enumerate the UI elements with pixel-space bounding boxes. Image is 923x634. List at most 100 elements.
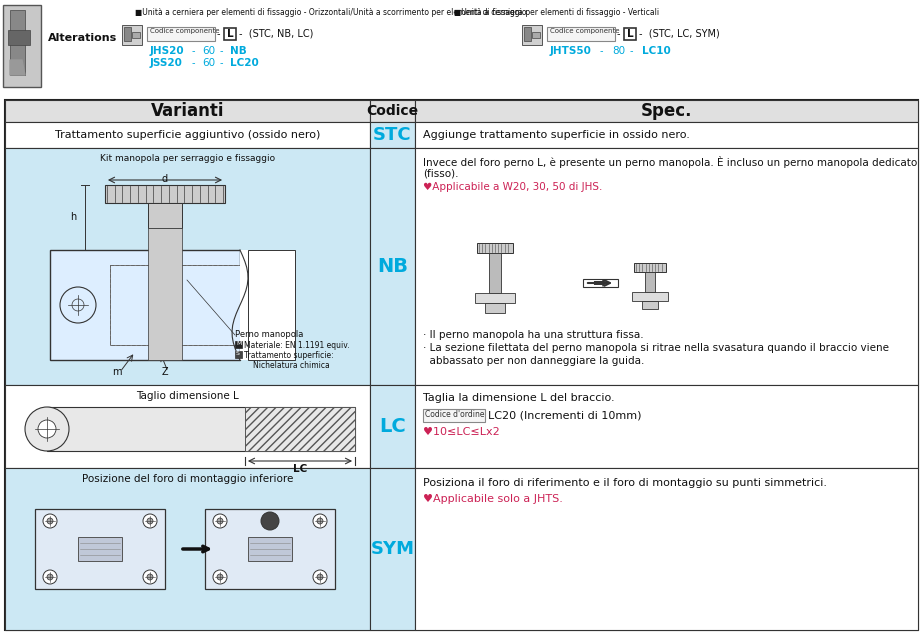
Bar [477,243,513,253]
Bar [642,301,658,309]
Text: ♥Applicabile solo a JHTS.: ♥Applicabile solo a JHTS. [423,494,563,504]
Bar [122,25,142,45]
Circle shape [43,514,57,528]
Bar [415,100,918,122]
Bar [35,509,165,589]
Bar [132,32,140,38]
Circle shape [217,518,223,524]
Text: ♥10≤LC≤Lx2: ♥10≤LC≤Lx2 [423,427,499,437]
Text: M: M [236,341,242,346]
Text: SYM: SYM [370,540,414,558]
Text: d: d [162,174,168,184]
Text: Taglia la dimensione L del braccio.: Taglia la dimensione L del braccio. [423,393,615,403]
Text: Varianti: Varianti [150,102,224,120]
Text: Taglio dimensione L: Taglio dimensione L [136,391,239,401]
Bar [47,407,355,451]
Bar [235,351,242,358]
Circle shape [213,570,227,584]
Circle shape [72,299,84,311]
Bar [124,27,131,41]
Bar [415,148,918,385]
Bar [3,5,41,87]
Circle shape [213,514,227,528]
Bar [5,100,370,122]
Text: abbassato per non danneggiare la guida.: abbassato per non danneggiare la guida. [423,356,644,366]
Text: LC10: LC10 [642,46,671,56]
Bar [485,303,505,313]
Text: LC: LC [379,417,406,436]
Text: LC20: LC20 [230,58,258,68]
Bar [248,250,295,360]
Bar [547,27,615,41]
Text: Z: Z [162,367,168,377]
Bar [415,468,918,630]
Text: Trattamento superficie:: Trattamento superficie: [244,351,333,360]
Circle shape [47,518,53,524]
Bar [240,250,295,360]
Text: -: - [216,29,220,39]
Text: Codice componente: Codice componente [150,28,220,34]
Text: Spec.: Spec. [641,102,692,120]
Bar [8,30,30,45]
Text: -: - [192,46,196,56]
Bar [632,292,668,301]
Bar [148,203,182,228]
Text: m: m [113,367,122,377]
Text: -  (STC, NB, LC): - (STC, NB, LC) [239,29,314,39]
Bar [634,263,666,272]
Bar [489,253,501,293]
Text: -: - [220,58,223,68]
Text: STC: STC [373,126,412,144]
Bar [0,0,923,95]
Bar [110,265,250,345]
Text: -: - [220,46,223,56]
Text: JHS20: JHS20 [150,46,185,56]
Bar [5,100,918,630]
Circle shape [25,407,69,451]
Circle shape [147,574,153,580]
Circle shape [313,570,327,584]
Circle shape [313,514,327,528]
Bar [370,468,415,630]
Bar [224,28,236,40]
Bar [522,25,542,45]
Bar [10,10,25,75]
Text: Posizione del foro di montaggio inferiore: Posizione del foro di montaggio inferior… [82,474,294,484]
Text: Aggiunge trattamento superficie in ossido nero.: Aggiunge trattamento superficie in ossid… [423,130,689,140]
Circle shape [60,287,96,323]
Text: 60: 60 [202,58,215,68]
Bar [245,407,355,451]
Text: Codice componente: Codice componente [550,28,619,34]
Text: 80: 80 [612,46,625,56]
Bar [475,293,515,303]
Bar [5,122,370,148]
Text: NB: NB [377,257,408,276]
Circle shape [143,514,157,528]
Bar [645,272,655,292]
Text: JSS20: JSS20 [150,58,183,68]
Text: LC20 (Incrementi di 10mm): LC20 (Incrementi di 10mm) [488,410,641,420]
Text: L: L [627,29,633,39]
Bar [235,341,242,348]
Bar [415,385,918,468]
Text: Alterations: Alterations [48,33,117,43]
Bar [524,27,531,41]
Bar [370,122,415,148]
Bar [583,279,618,287]
Bar [148,228,182,360]
Bar [5,148,370,385]
Text: -  (STC, LC, SYM): - (STC, LC, SYM) [639,29,720,39]
Text: -: - [600,46,604,56]
Text: -: - [617,29,619,39]
Bar [370,100,415,122]
Bar [532,32,540,38]
Bar [147,27,215,41]
Text: Kit manopola per serraggio e fissaggio: Kit manopola per serraggio e fissaggio [100,154,275,163]
Circle shape [217,574,223,580]
Text: · Il perno manopola ha una struttura fissa.: · Il perno manopola ha una struttura fis… [423,330,643,340]
Circle shape [38,420,56,438]
Text: ■Unità a cerniera per elementi di fissaggio - Verticali: ■Unità a cerniera per elementi di fissag… [454,8,659,17]
Text: Codice d'ordine: Codice d'ordine [425,410,485,419]
Circle shape [43,570,57,584]
Text: Posiziona il foro di riferimento e il foro di montaggio su punti simmetrici.: Posiziona il foro di riferimento e il fo… [423,478,827,488]
